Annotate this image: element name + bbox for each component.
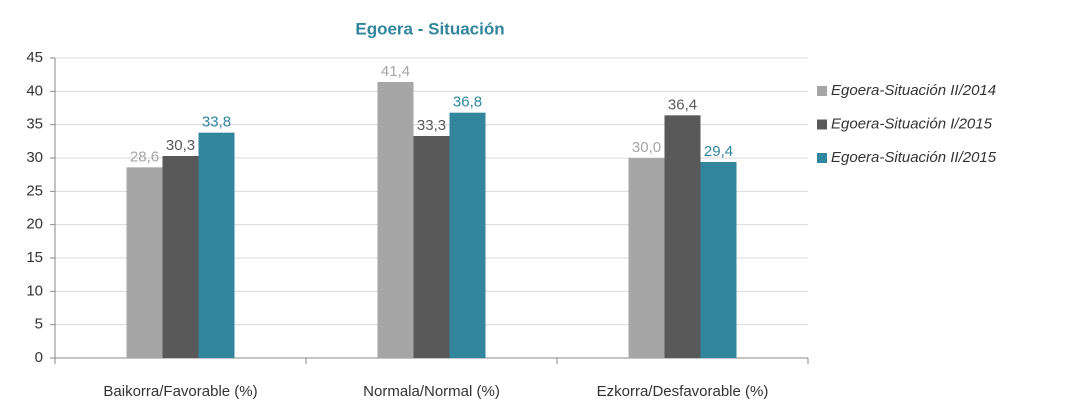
y-tick-label: 0 <box>35 349 43 366</box>
y-tick-label: 15 <box>26 249 43 266</box>
legend-label: Egoera-Situación II/2014 <box>831 82 996 99</box>
x-tick-label: Baikorra/Favorable (%) <box>103 383 257 400</box>
value-label: 36,4 <box>668 96 697 113</box>
legend-label: Egoera-Situación I/2015 <box>831 115 993 132</box>
legend-label: Egoera-Situación II/2015 <box>831 149 997 166</box>
bar <box>449 112 486 359</box>
value-label: 41,4 <box>381 63 410 80</box>
y-tick-label: 45 <box>26 49 43 66</box>
bar <box>377 82 414 358</box>
bar <box>664 115 701 358</box>
legend-swatch <box>817 153 827 163</box>
y-tick-label: 30 <box>26 149 43 166</box>
value-label: 36,8 <box>453 94 482 111</box>
value-label: 29,4 <box>704 143 733 160</box>
bar <box>126 167 163 358</box>
bar <box>628 158 665 358</box>
y-tick-label: 5 <box>35 316 43 333</box>
bar <box>162 156 199 358</box>
legend-swatch <box>817 86 827 96</box>
value-label: 30,3 <box>166 137 195 154</box>
bar <box>198 132 235 358</box>
y-tick-label: 25 <box>26 182 43 199</box>
value-label: 28,6 <box>130 148 159 165</box>
y-tick-label: 40 <box>26 82 43 99</box>
x-tick-label: Normala/Normal (%) <box>363 383 500 400</box>
bar <box>700 162 737 358</box>
value-label: 30,0 <box>632 139 661 156</box>
chart-title: Egoera - Situación <box>355 19 504 38</box>
bar <box>413 136 450 358</box>
value-label: 33,8 <box>202 114 231 131</box>
x-tick-label: Ezkorra/Desfavorable (%) <box>597 383 769 400</box>
y-tick-label: 10 <box>26 282 43 299</box>
value-label: 33,3 <box>417 117 446 134</box>
y-tick-label: 35 <box>26 116 43 133</box>
legend-swatch <box>817 119 827 130</box>
y-tick-label: 20 <box>26 216 43 233</box>
